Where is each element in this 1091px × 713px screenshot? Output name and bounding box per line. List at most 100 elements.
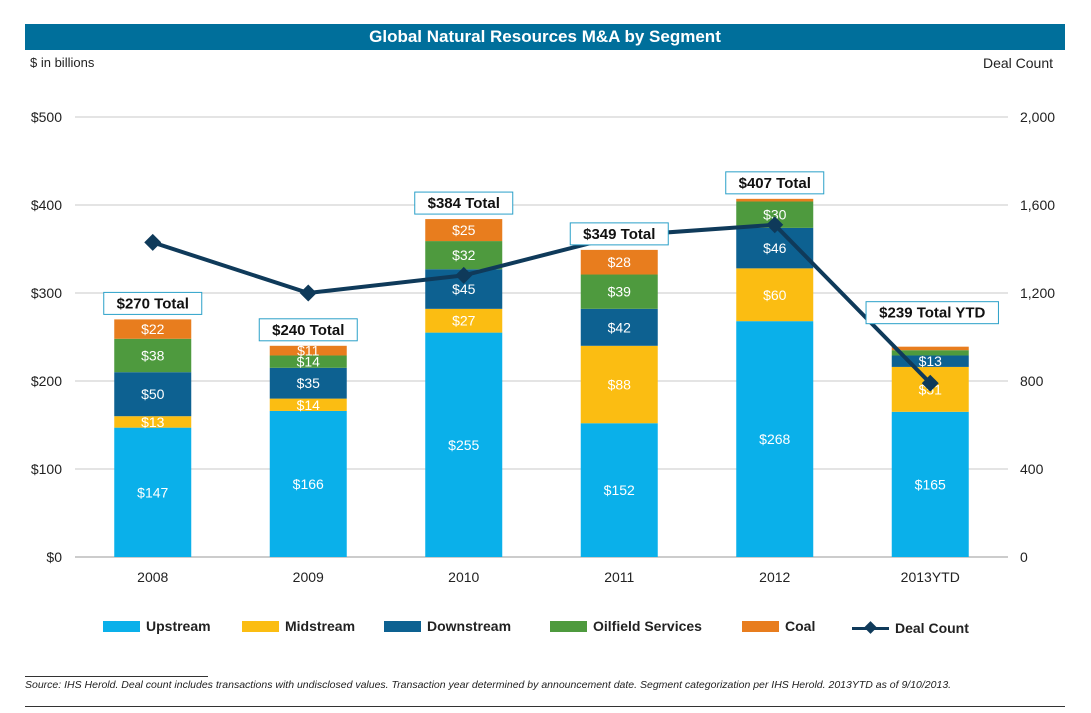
bar-segment-midstream (425, 308, 503, 333)
legend-swatch-coal (742, 620, 779, 632)
legend-swatch-midstream (242, 620, 279, 632)
stacked-bar-chart: $0 $100 $200 $300 $400 $500 0 400 800 1,200 1,600 2… (31, 109, 1055, 585)
bar-segment-oilfield-services (580, 274, 658, 309)
chart-title: Global Natural Resources M&A by Segment (25, 24, 1065, 50)
legend-label: Oilfield Services (593, 618, 702, 634)
bar-segment-coal (580, 249, 658, 275)
legend-swatch-downstream (384, 620, 421, 632)
left-tick-label: $400 (31, 197, 62, 213)
total-callout-label: $407 Total (739, 175, 811, 192)
bar-value-label: $13 (141, 414, 165, 430)
total-callout-label: $240 Total (272, 322, 344, 339)
legend-swatch-upstream (103, 620, 140, 632)
total-callout-label: $384 Total (428, 195, 500, 212)
bar-value-label: $152 (604, 482, 635, 498)
bar-segment-coal (425, 219, 503, 242)
bar-value-label: $165 (915, 476, 946, 492)
total-callout-box (103, 291, 203, 315)
right-tick-label: 2,000 (1020, 109, 1055, 125)
bar-value-label: $147 (137, 484, 168, 500)
right-axis-unit: Deal Count (982, 55, 1053, 71)
bar-value-label: $255 (448, 437, 479, 453)
bar-value-label: $14 (297, 354, 321, 370)
bar-segment-upstream (580, 423, 658, 557)
total-callout-box (569, 222, 669, 246)
legend-label: Deal Count (895, 620, 969, 636)
bar-segment-oilfield-services (114, 338, 192, 373)
bar-segment-downstream (891, 355, 969, 367)
source-note: Source: IHS Herold. Deal count includes … (25, 679, 952, 691)
bar-segment-downstream (580, 308, 658, 346)
bar-value-label: $50 (141, 386, 165, 402)
bar-value-label: $39 (608, 284, 632, 300)
right-tick-label: 1,200 (1020, 285, 1055, 301)
legend-line-marker-icon (852, 618, 889, 638)
bottom-divider (25, 706, 1065, 707)
deal-count-marker (766, 216, 784, 234)
bar-segment-midstream (269, 398, 347, 411)
bar-value-label: $166 (293, 476, 324, 492)
bar-value-label: $14 (297, 397, 321, 413)
category-label: 2009 (293, 569, 324, 585)
total-callout-label: $270 Total (117, 295, 189, 312)
right-tick-label: 0 (1020, 549, 1028, 565)
legend-item-coal: Coal (742, 618, 815, 634)
bar-value-label: $268 (759, 431, 790, 447)
total-callout-box (865, 301, 999, 325)
legend-label: Upstream (146, 618, 211, 634)
bar-segment-midstream (736, 268, 814, 322)
legend-label: Downstream (427, 618, 512, 634)
bar-value-label: $28 (608, 254, 632, 270)
bar-segment-coal (736, 198, 814, 202)
category-label: 2013YTD (901, 569, 960, 585)
bar-segment-coal (891, 346, 969, 351)
left-tick-label: $200 (31, 373, 62, 389)
deal-count-marker (921, 374, 939, 392)
legend-item-midstream: Midstream (242, 618, 355, 634)
bar-segment-downstream (114, 372, 192, 417)
bar-segment-oilfield-services (425, 241, 503, 270)
left-axis-unit: $ in billions (30, 55, 95, 70)
left-tick-label: $300 (31, 285, 62, 301)
category-label: 2010 (448, 569, 479, 585)
bar-value-label: $25 (452, 222, 476, 238)
bar-value-label: $46 (763, 240, 787, 256)
deal-count-marker (144, 233, 162, 251)
total-callout-box (414, 191, 514, 215)
left-tick-label: $100 (31, 461, 62, 477)
category-label: 2011 (604, 569, 634, 585)
deal-count-line (152, 222, 932, 385)
legend-item-oilfield-services: Oilfield Services (550, 618, 702, 634)
left-tick-label: $0 (46, 549, 62, 565)
legend-label: Midstream (285, 618, 356, 634)
bar-segment-midstream (580, 345, 658, 424)
legend-item-downstream: Downstream (384, 618, 511, 634)
bar-value-label: $45 (452, 281, 476, 297)
left-tick-label: $500 (31, 109, 62, 125)
total-callout-label: $239 Total YTD (879, 305, 985, 322)
bar-segment-oilfield-services (891, 350, 969, 356)
bar-segment-upstream (269, 410, 347, 557)
right-tick-label: 800 (1020, 373, 1044, 389)
bar-value-label: $88 (608, 377, 632, 393)
bar-segment-midstream (114, 416, 192, 428)
source-divider (25, 676, 208, 677)
total-callout-box (258, 318, 358, 342)
deal-count-marker (299, 284, 317, 302)
bar-segment-oilfield-services (269, 355, 347, 368)
bar-segment-downstream (269, 367, 347, 399)
total-callout-box (725, 171, 825, 195)
legend-swatch-oilfield-services (550, 620, 587, 632)
bar-value-label: $35 (297, 375, 321, 391)
bar-value-label: $38 (141, 347, 165, 363)
right-tick-label: 400 (1020, 461, 1044, 477)
deal-count-marker (455, 266, 473, 284)
bar-segment-upstream (425, 332, 503, 557)
bar-value-label: $22 (141, 321, 165, 337)
bar-segment-upstream (114, 427, 192, 557)
bar-value-label: $42 (608, 319, 632, 335)
bar-value-label: $13 (919, 353, 943, 369)
legend-item-upstream: Upstream (103, 618, 211, 634)
bar-value-label: $27 (452, 313, 476, 329)
category-label: 2008 (137, 569, 168, 585)
